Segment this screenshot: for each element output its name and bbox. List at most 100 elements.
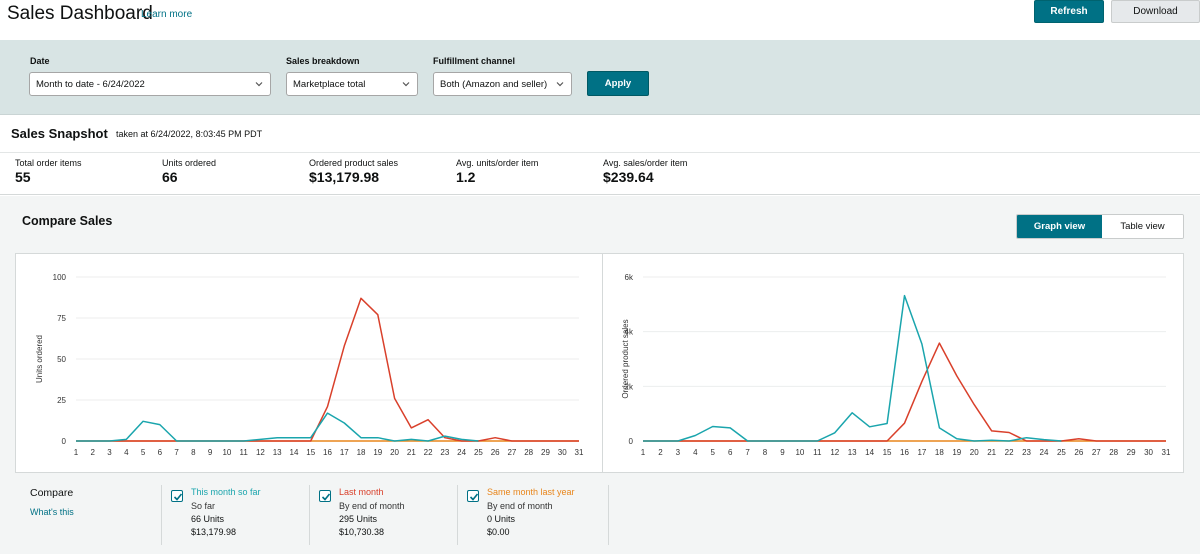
x-tick-label: 19 [952, 448, 961, 457]
y-tick-label: 4k [625, 328, 634, 337]
x-tick-label: 25 [474, 448, 483, 457]
metric-label: Units ordered [162, 158, 217, 168]
compare-sales-section: Compare Sales Graph view Table view 0 25 5… [0, 196, 1200, 554]
y-tick-label: 0 [62, 437, 67, 446]
x-tick-label: 12 [256, 448, 265, 457]
legend-this-month: This month so far So far 66 Units $13,17… [161, 485, 309, 545]
legend-amount: $0.00 [487, 527, 510, 537]
graph-view-button[interactable]: Graph view [1017, 215, 1102, 238]
x-tick-label: 22 [424, 448, 433, 457]
page-header: Sales Dashboard Learn more Refresh Downl… [0, 0, 1200, 40]
x-tick-label: 11 [813, 448, 822, 457]
legend-same-month-last-year: Same month last year By end of month 0 U… [457, 485, 609, 545]
metric-avg-units: Avg. units/order item 1.2 [456, 158, 538, 185]
x-tick-label: 21 [987, 448, 996, 457]
x-tick-label: 20 [970, 448, 979, 457]
download-button[interactable]: Download [1111, 0, 1200, 23]
metric-label: Avg. units/order item [456, 158, 539, 168]
x-tick-label: 3 [676, 448, 681, 457]
date-select-value: Month to date - 6/24/2022 [36, 78, 145, 90]
check-icon [173, 493, 183, 501]
x-tick-label: 10 [795, 448, 804, 457]
x-tick-label: 24 [457, 448, 466, 457]
x-tick-label: 4 [124, 448, 129, 457]
x-tick-label: 8 [191, 448, 196, 457]
x-tick-label: 26 [1074, 448, 1083, 457]
metric-value: $239.64 [603, 169, 654, 185]
metric-value: 1.2 [456, 169, 476, 185]
x-tick-label: 5 [141, 448, 146, 457]
compare-sales-title: Compare Sales [22, 214, 113, 228]
metric-avg-sales: Avg. sales/order item $239.64 [603, 158, 687, 185]
sales-snapshot-header: Sales Snapshot taken at 6/24/2022, 8:03:… [0, 116, 1200, 153]
x-tick-label: 16 [323, 448, 332, 457]
units-chart-panel: 0 25 50 75 100 1 2 3 4 5 6 7 8 9 10 11 12 13 14 15 16 17 18 19 2… [15, 253, 603, 473]
series-line-last-month [643, 342, 1166, 442]
legend-last-month: Last month By end of month 295 Units $10… [309, 485, 457, 545]
metric-total-order-items: Total order items 55 [15, 158, 82, 185]
page-title: Sales Dashboard [7, 3, 153, 24]
x-tick-label: 5 [711, 448, 716, 457]
x-tick-label: 3 [107, 448, 112, 457]
metric-value: 55 [15, 169, 31, 185]
series-line-this-month-so-far [76, 412, 479, 442]
x-tick-label: 6 [728, 448, 733, 457]
date-select[interactable]: Month to date - 6/24/2022 [29, 72, 271, 96]
x-tick-label: 19 [373, 448, 382, 457]
breakdown-select-value: Marketplace total [293, 78, 366, 90]
snapshot-title: Sales Snapshot [11, 126, 108, 141]
this-month-checkbox[interactable] [171, 490, 183, 502]
x-tick-label: 25 [1057, 448, 1066, 457]
x-tick-label: 4 [693, 448, 698, 457]
breakdown-select[interactable]: Marketplace total [286, 72, 418, 96]
snapshot-timestamp: taken at 6/24/2022, 8:03:45 PM PDT [116, 129, 263, 139]
x-tick-label: 1 [641, 448, 646, 457]
x-tick-label: 9 [780, 448, 785, 457]
metric-label: Ordered product sales [309, 158, 399, 168]
metric-value: 66 [162, 169, 178, 185]
chevron-down-icon [402, 82, 410, 87]
metric-label: Avg. sales/order item [603, 158, 688, 168]
date-label: Date [30, 56, 50, 66]
legend-amount: $10,730.38 [339, 527, 385, 537]
sales-chart-panel: 0 2k 4k 6k 1 2 3 4 5 6 7 8 9 10 11 12 13 14 15 16 17 18 19 20 21… [602, 253, 1184, 473]
x-tick-label: 17 [340, 448, 349, 457]
metric-label: Total order items [15, 158, 82, 168]
x-tick-label: 14 [290, 448, 299, 457]
metric-ordered-product-sales: Ordered product sales $13,179.98 [309, 158, 398, 185]
y-axis-label: Units ordered [35, 335, 44, 383]
legend-title: Last month [339, 487, 384, 497]
chevron-down-icon [556, 82, 564, 87]
x-tick-label: 9 [208, 448, 213, 457]
legend-title: Same month last year [487, 487, 575, 497]
series-line-this-month-so-far [643, 294, 1062, 442]
last-month-checkbox[interactable] [319, 490, 331, 502]
x-tick-label: 15 [306, 448, 315, 457]
x-tick-label: 18 [357, 448, 366, 457]
x-tick-label: 8 [763, 448, 768, 457]
y-tick-label: 100 [53, 273, 67, 282]
channel-select[interactable]: Both (Amazon and seller) [433, 72, 572, 96]
compare-label: Compare [30, 487, 74, 499]
x-tick-label: 11 [240, 448, 249, 457]
legend-subtitle: By end of month [339, 501, 405, 511]
last-year-checkbox[interactable] [467, 490, 479, 502]
apply-button[interactable]: Apply [587, 71, 649, 96]
x-tick-label: 23 [440, 448, 449, 457]
learn-more-link[interactable]: Learn more [141, 9, 193, 20]
x-tick-label: 14 [865, 448, 874, 457]
x-tick-label: 31 [575, 448, 584, 457]
table-view-button[interactable]: Table view [1102, 215, 1183, 238]
x-tick-label: 6 [158, 448, 163, 457]
x-tick-label: 12 [830, 448, 839, 457]
legend-subtitle: By end of month [487, 501, 553, 511]
x-tick-label: 28 [1109, 448, 1118, 457]
x-tick-label: 23 [1022, 448, 1031, 457]
refresh-button[interactable]: Refresh [1034, 0, 1104, 23]
whats-this-link[interactable]: What's this [30, 507, 74, 517]
x-tick-label: 28 [524, 448, 533, 457]
compare-legend: Compare What's this This month so far So… [0, 485, 1200, 545]
y-tick-label: 6k [625, 273, 634, 282]
legend-units: 0 Units [487, 514, 516, 524]
